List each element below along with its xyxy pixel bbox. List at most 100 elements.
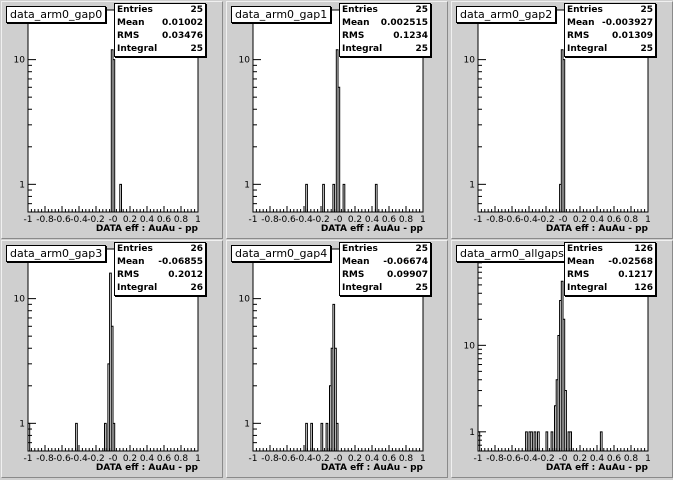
stats-value: 26 — [190, 282, 203, 295]
stats-label: RMS — [342, 30, 364, 43]
stats-label: Integral — [117, 43, 157, 56]
stats-row-entries: Entries 126 — [565, 243, 655, 256]
stats-row-rms: RMS 0.01309 — [565, 30, 655, 43]
stats-label: Mean — [342, 17, 370, 30]
x-axis-title: DATA eff : AuAu - pp — [96, 463, 198, 473]
x-axis-title: DATA eff : AuAu - pp — [321, 224, 423, 234]
y-tick-label: 10 — [14, 295, 26, 305]
stats-row-mean: Mean 0.01002 — [115, 17, 205, 30]
x-tick-label: -0.4 — [295, 215, 313, 225]
stats-label: Integral — [567, 282, 607, 295]
stats-value: 25 — [415, 282, 428, 295]
x-tick-label: -0.8 — [486, 454, 504, 464]
y-tick-label: 10 — [239, 56, 251, 66]
stats-value: 0.01002 — [162, 17, 203, 30]
stats-label: Mean — [117, 17, 145, 30]
stats-row-integral: Integral 25 — [115, 43, 205, 56]
stats-value: -0.02568 — [608, 256, 653, 269]
x-tick-label: -0.4 — [70, 454, 88, 464]
stats-box: Entries 126 Mean -0.02568 RMS 0.1217 Integral 1… — [564, 242, 656, 296]
histogram-pad: -1 -0.8 -0.6 -0.4 -0.2 -0 0.2 0.4 0.6 0.8 1 1 10 data… — [451, 1, 673, 239]
stats-row-entries: Entries 25 — [565, 4, 655, 17]
stats-label: RMS — [567, 269, 589, 282]
stats-value: 126 — [634, 282, 653, 295]
stats-label: RMS — [117, 269, 139, 282]
histogram-pad: -1-0.8-0.6-0.4-0.2-00.20.40.60.8111010²d… — [451, 240, 673, 478]
stats-value: -0.06855 — [158, 256, 203, 269]
stats-row-rms: RMS 0.03476 — [115, 30, 205, 43]
stats-row-rms: RMS 0.09907 — [340, 269, 430, 282]
y-tick-label: 1 — [469, 428, 475, 438]
x-tick-label: -0.6 — [503, 454, 521, 464]
stats-box: Entries 25 Mean 0.01002 RMS 0.03476 Integral 25 — [114, 3, 206, 57]
x-axis-title: DATA eff : AuAu - pp — [321, 463, 423, 473]
y-tick-label: 1 — [19, 180, 25, 190]
stats-label: Entries — [342, 243, 378, 256]
stats-value: 25 — [415, 243, 428, 256]
stats-row-entries: Entries 25 — [340, 4, 430, 17]
histogram-title: data_arm0_allgaps — [456, 245, 568, 262]
stats-label: Entries — [567, 4, 603, 17]
x-tick-label: -1 — [249, 215, 258, 225]
histogram-title: data_arm0_gap3 — [6, 245, 106, 262]
stats-row-integral: Integral 25 — [340, 282, 430, 295]
x-tick-label: -0.6 — [278, 215, 296, 225]
histogram-pad: -1 -0.8 -0.6 -0.4 -0.2 -0 0.2 0.4 0.6 0.8 1 1 10 data… — [1, 240, 223, 478]
stats-row-mean: Mean 0.002515 — [340, 17, 430, 30]
x-tick-label: -0.8 — [36, 215, 54, 225]
y-tick-label: 10 — [464, 341, 476, 351]
stats-value: -0.06674 — [383, 256, 428, 269]
stats-value: 25 — [190, 43, 203, 56]
x-tick-label: -0.4 — [520, 454, 538, 464]
stats-label: Entries — [117, 243, 153, 256]
stats-value: 25 — [415, 4, 428, 17]
y-tick-label: 1 — [244, 180, 250, 190]
stats-label: RMS — [567, 30, 589, 43]
stats-box: Entries 25 Mean 0.002515 RMS 0.1234 Integral 25 — [339, 3, 431, 57]
stats-box: Entries 25 Mean -0.003927 RMS 0.01309 Integral… — [564, 3, 656, 57]
stats-row-integral: Integral 25 — [565, 43, 655, 56]
stats-label: Mean — [567, 17, 595, 30]
histogram-title: data_arm0_gap4 — [231, 245, 331, 262]
x-tick-label: -0.4 — [295, 454, 313, 464]
stats-value: 126 — [634, 243, 653, 256]
stats-value: 0.002515 — [381, 17, 428, 30]
x-tick-label: -0.6 — [53, 215, 71, 225]
stats-row-mean: Mean -0.02568 — [565, 256, 655, 269]
x-tick-label: -1 — [249, 454, 258, 464]
y-tick-label: 1 — [244, 419, 250, 429]
y-tick-label: 1 — [19, 419, 25, 429]
stats-label: Integral — [117, 282, 157, 295]
x-tick-label: -0.4 — [70, 215, 88, 225]
y-tick-label: 10 — [14, 56, 26, 66]
y-tick-label: 10 — [239, 295, 251, 305]
stats-value: 0.2012 — [168, 269, 203, 282]
histogram-pad: -1 -0.8 -0.6 -0.4 -0.2 -0 0.2 0.4 0.6 0.8 1 1 10 data… — [226, 1, 448, 239]
x-tick-label: -0.8 — [261, 454, 279, 464]
stats-value: 0.03476 — [162, 30, 203, 43]
stats-value: 26 — [190, 243, 203, 256]
x-tick-label: -0.4 — [520, 215, 538, 225]
x-axis-title: DATA eff : AuAu - pp — [546, 463, 648, 473]
histogram-pad: -1 -0.8 -0.6 -0.4 -0.2 -0 0.2 0.4 0.6 0.8 1 1 10 data… — [226, 240, 448, 478]
stats-label: Mean — [567, 256, 595, 269]
x-tick-label: -0.6 — [503, 215, 521, 225]
stats-value: 25 — [190, 4, 203, 17]
stats-box: Entries 26 Mean -0.06855 RMS 0.2012 Integral 26 — [114, 242, 206, 296]
x-axis-title: DATA eff : AuAu - pp — [546, 224, 648, 234]
x-tick-label: -0.6 — [278, 454, 296, 464]
stats-value: 25 — [415, 43, 428, 56]
stats-label: RMS — [117, 30, 139, 43]
x-tick-label: -1 — [24, 454, 33, 464]
stats-value: 0.1217 — [618, 269, 653, 282]
x-axis-title: DATA eff : AuAu - pp — [96, 224, 198, 234]
stats-label: Entries — [567, 243, 603, 256]
x-tick-label: -1 — [474, 454, 483, 464]
y-tick-label: 1 — [469, 180, 475, 190]
stats-label: Entries — [117, 4, 153, 17]
histogram-pad: -1 -0.8 -0.6 -0.4 -0.2 -0 0.2 0.4 0.6 0.8 1 1 10 data… — [1, 1, 223, 239]
stats-value: 0.01309 — [612, 30, 653, 43]
stats-value: 0.09907 — [387, 269, 428, 282]
stats-row-integral: Integral 25 — [340, 43, 430, 56]
stats-row-entries: Entries 25 — [115, 4, 205, 17]
